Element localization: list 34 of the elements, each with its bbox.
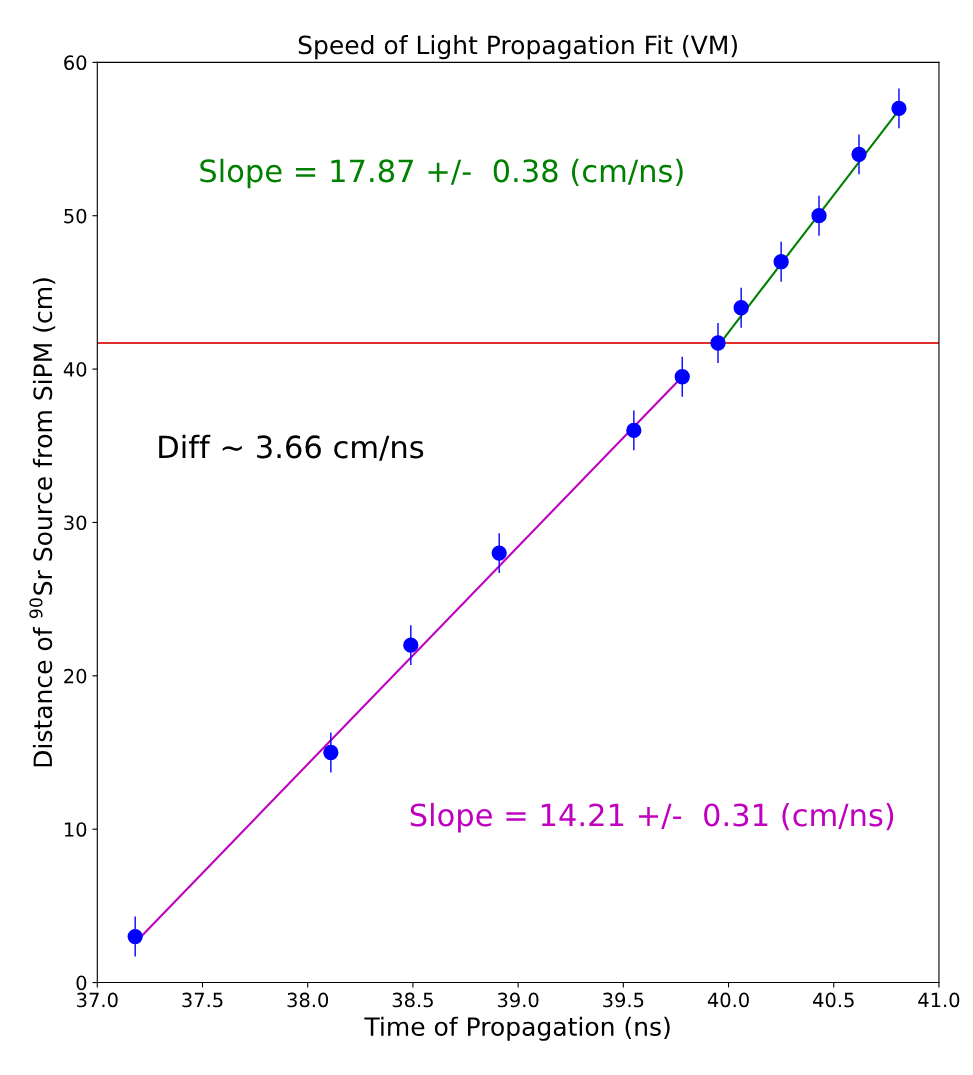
x-tick-label: 40.5	[813, 992, 854, 1008]
point	[811, 208, 827, 224]
point	[674, 369, 690, 385]
point	[626, 422, 642, 439]
x-tick-label: 38.5	[392, 992, 433, 1008]
annotation: Diff ~ 3.66 cm/ns	[159, 434, 424, 461]
y-tick-label: 10	[64, 822, 87, 837]
point	[127, 928, 143, 945]
y-tick-label: 0	[76, 975, 87, 991]
x-axis-title: Time of Propagation (ns)	[364, 1016, 670, 1041]
text: Slope = 14.21 +/- 0.31 (cm/ns)	[410, 802, 894, 833]
y-tick-label: 60	[64, 55, 87, 71]
point	[851, 146, 867, 163]
text: Slope = 17.87 +/- 0.38 (cm/ns)	[200, 158, 683, 189]
y-tick-label: 50	[64, 208, 87, 224]
point	[891, 100, 907, 116]
chart-title: Speed of Light Propagation Fit (VM)	[298, 35, 737, 60]
point	[403, 637, 419, 653]
x-tick-label: 37.0	[77, 992, 118, 1008]
x-tick-label: 38.0	[287, 992, 329, 1008]
y-tick-label: 20	[64, 668, 87, 684]
point	[323, 744, 339, 761]
y-tick-label: 40	[63, 362, 87, 377]
x-tick-label: 40.0	[707, 992, 749, 1008]
point	[491, 545, 507, 561]
x-tick-label: 41.0	[918, 992, 960, 1008]
point	[773, 254, 789, 270]
y-axis-title: Distance of $^{90}$Sr Source from SiPM (cm)	[29, 278, 56, 767]
x-tick-label: 39.5	[603, 992, 644, 1008]
point	[710, 335, 726, 351]
y-tick-label: 30	[64, 515, 87, 531]
x-tick-label: 39.0	[497, 992, 539, 1008]
point	[733, 300, 749, 316]
x-tick-label: 37.5	[182, 992, 223, 1008]
